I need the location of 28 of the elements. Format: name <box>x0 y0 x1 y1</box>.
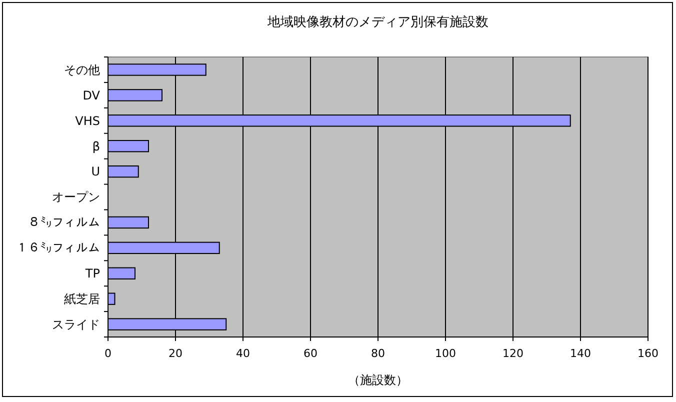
bar <box>108 140 149 152</box>
y-tick-label: オープン <box>52 190 100 204</box>
x-tick-label: 0 <box>104 347 112 360</box>
y-tick-label: ８㍉フィルム <box>28 216 100 230</box>
x-tick-label: 80 <box>371 347 385 360</box>
bar <box>108 165 139 178</box>
y-tick-label: β <box>92 139 100 154</box>
y-tick-label: U <box>91 164 100 179</box>
y-tick-label: スライド <box>52 317 100 332</box>
x-tick-label: 120 <box>502 347 524 360</box>
bar <box>108 292 116 305</box>
x-tick-label: 60 <box>304 347 318 360</box>
x-axis-title: （施設数） <box>348 373 408 387</box>
y-tick-label: TP <box>84 266 100 281</box>
y-tick-label: １６㍉フィルム <box>16 241 100 256</box>
bar <box>108 267 136 280</box>
x-tick-label: 40 <box>236 347 250 360</box>
x-tick-label: 160 <box>638 347 658 360</box>
y-tick-label: 紙芝居 <box>64 292 100 306</box>
bar <box>108 89 162 102</box>
y-tick-label: VHS <box>75 114 100 128</box>
x-tick-label: 140 <box>570 347 591 360</box>
chart-title: 地域映像教材のメディア別保有施設数 <box>266 15 488 30</box>
bar <box>108 216 149 229</box>
y-tick-label: その他 <box>64 62 100 77</box>
x-tick-label: 20 <box>168 347 182 360</box>
x-tick-label: 100 <box>435 347 456 360</box>
y-tick-label: DV <box>82 88 101 102</box>
